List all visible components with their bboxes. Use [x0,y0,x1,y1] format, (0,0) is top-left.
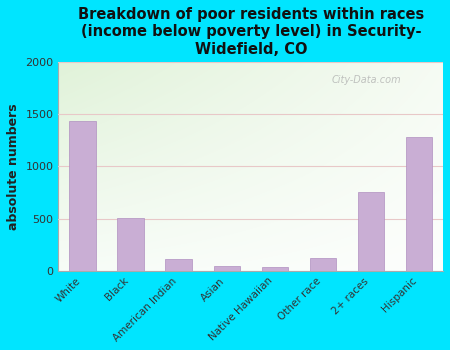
Y-axis label: absolute numbers: absolute numbers [7,103,20,230]
Bar [166,259,192,271]
Bar [406,137,432,271]
Bar [117,218,144,271]
Title: Breakdown of poor residents within races
(income below poverty level) in Securit: Breakdown of poor residents within races… [78,7,424,57]
Text: City-Data.com: City-Data.com [331,75,401,85]
Bar [358,191,384,271]
Bar [261,267,288,271]
Bar [310,258,336,271]
Bar [69,120,96,271]
Bar [213,266,240,271]
